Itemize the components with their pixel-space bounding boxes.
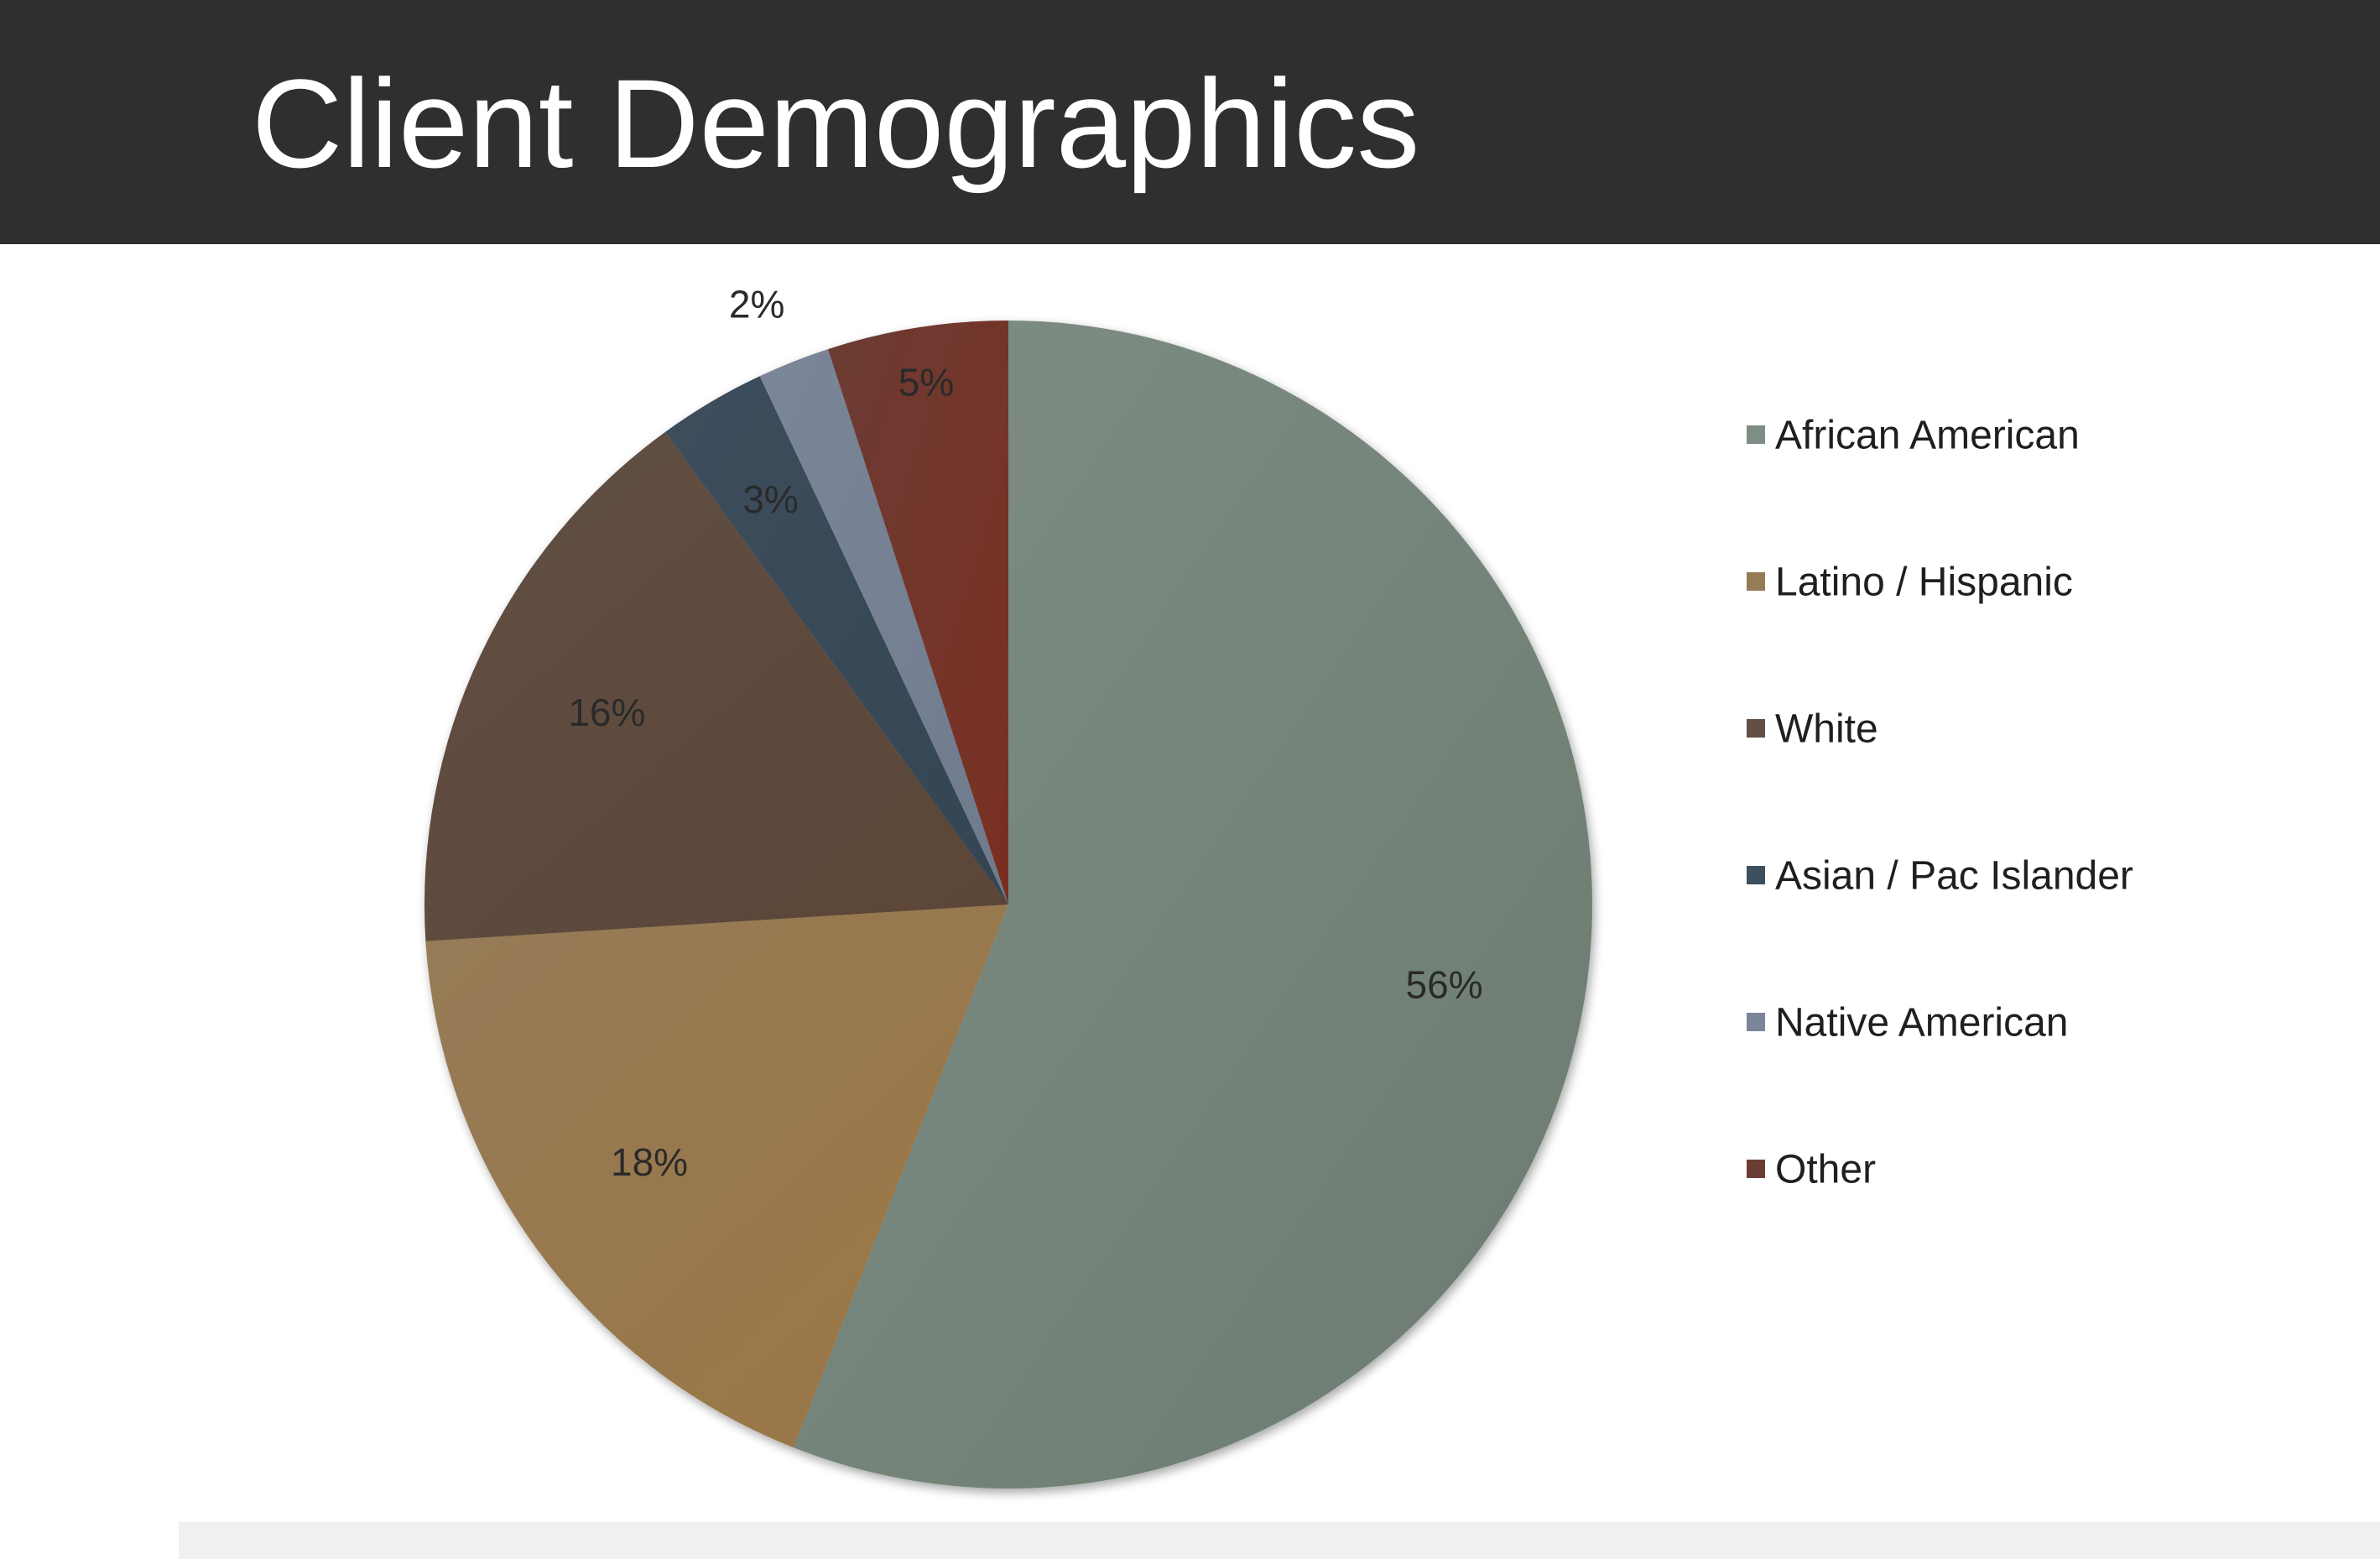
legend-swatch-african-american: [1747, 425, 1765, 444]
legend: African American Latino / Hispanic White As…: [1747, 414, 2133, 1192]
slice-label-other: 5%: [898, 360, 954, 404]
pie: [424, 321, 1592, 1489]
pie-slice-asian-pac-islander: [664, 376, 1008, 905]
slice-label-native-american: 2%: [729, 282, 784, 326]
pie-slice-white: [424, 431, 1008, 941]
legend-label-asian-pac-islander: Asian / Pac Islander: [1775, 854, 2133, 899]
pie-slice-latino-hispanic: [425, 905, 1008, 1448]
legend-swatch-other: [1747, 1160, 1765, 1178]
legend-swatch-latino-hispanic: [1747, 572, 1765, 591]
slide-title: Client Demographics: [252, 53, 1420, 194]
footer-bar: [179, 1522, 2380, 1559]
legend-item-other: Other: [1747, 1148, 1876, 1192]
legend-item-native-american: Native American: [1747, 1001, 2068, 1045]
legend-label-native-american: Native American: [1775, 1001, 2068, 1045]
pie-slice-other: [827, 321, 1008, 905]
title-bar: Client Demographics: [0, 0, 2380, 244]
slice-label-latino-hispanic: 18%: [611, 1140, 688, 1184]
legend-item-asian-pac-islander: Asian / Pac Islander: [1747, 854, 2133, 899]
slice-label-african-american: 56%: [1406, 962, 1483, 1006]
legend-item-latino-hispanic: Latino / Hispanic: [1747, 561, 2073, 605]
legend-label-other: Other: [1775, 1148, 1876, 1192]
legend-label-latino-hispanic: Latino / Hispanic: [1775, 561, 2073, 605]
legend-item-african-american: African American: [1747, 414, 2080, 458]
pie-slice-native-american: [759, 349, 1008, 905]
legend-swatch-native-american: [1747, 1013, 1765, 1031]
legend-swatch-asian-pac-islander: [1747, 866, 1765, 884]
legend-label-african-american: African American: [1775, 414, 2080, 458]
slice-labels: 56% 18% 16% 3% 2% 5%: [568, 282, 1482, 1184]
legend-label-white: White: [1775, 707, 1878, 752]
slice-label-white: 16%: [568, 691, 645, 734]
pie-slice-african-american: [793, 321, 1592, 1489]
slice-label-asian-pac-islander: 3%: [742, 477, 798, 521]
legend-item-white: White: [1747, 707, 1878, 752]
legend-swatch-white: [1747, 719, 1765, 738]
